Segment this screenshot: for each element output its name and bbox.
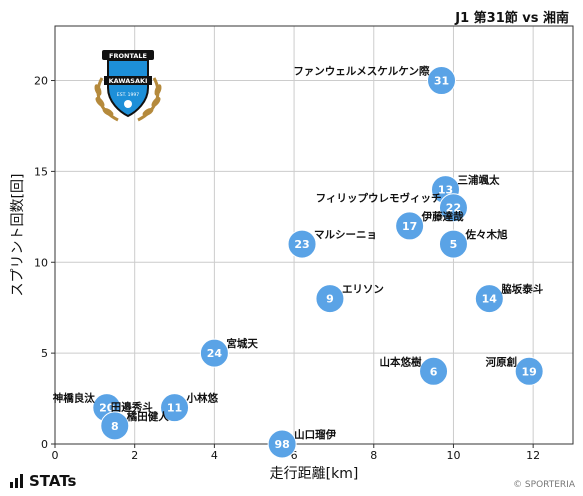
point-marker [267, 429, 297, 459]
point-number: 5 [450, 238, 458, 251]
leaf-5 [151, 97, 161, 107]
point-number: 20 [99, 402, 115, 415]
point-name-label: 三浦颯太 [457, 174, 499, 187]
x-tick-label: 10 [446, 449, 460, 462]
plot-frame [54, 25, 574, 445]
y-tick-label: 15 [34, 165, 48, 178]
x-tick-label: 2 [131, 449, 138, 462]
point-number: 6 [430, 365, 438, 378]
point-name-label: マルシーニョ [314, 229, 377, 241]
player-point: 5 佐々木旭 [438, 228, 508, 259]
player-point: 11 小林悠 [160, 392, 219, 423]
player-point: 6 山本悠樹 [380, 355, 449, 386]
page-title: J1 第31節 vs 湘南 [455, 11, 569, 26]
y-tick-label: 0 [41, 438, 48, 451]
badge-est-text: EST. 1997 [117, 92, 139, 98]
stats-brand: STATs [10, 472, 76, 490]
point-marker [438, 229, 468, 259]
leaf-6 [142, 108, 154, 116]
y-tick-label: 10 [34, 256, 48, 269]
point-name-label: 橘田健人 [126, 410, 169, 423]
point-marker [514, 356, 544, 386]
point-number: 19 [522, 365, 537, 378]
point-name-label: 宮城天 [226, 337, 258, 350]
point-name-label: 小林悠 [186, 392, 219, 405]
y-axis-label: スプリント回数[回] [10, 174, 26, 297]
point-name-label: 田邉秀斗 [111, 401, 153, 414]
point-name-label: 山本悠樹 [380, 355, 422, 368]
player-point: 98 山口瑠伊 [267, 428, 337, 459]
x-tick-label: 0 [52, 449, 59, 462]
point-marker [395, 211, 425, 241]
point-number: 98 [274, 438, 289, 451]
point-name-label: 脇坂泰斗 [501, 283, 543, 296]
point-number: 23 [294, 238, 309, 251]
point-name-label: ファンウェルメスケルケン際 [293, 65, 430, 78]
player-point: 17 伊藤達哉 [395, 210, 464, 241]
y-tick-label: 5 [41, 347, 48, 360]
x-tick-label: 6 [291, 449, 298, 462]
y-tick-label: 20 [34, 75, 48, 88]
player-point: 田邉秀斗 [111, 401, 153, 414]
point-name-label: フィリップウレモヴィッチ [316, 192, 442, 205]
point-name-label: エリソン [342, 284, 384, 296]
x-tick-label: 4 [211, 449, 218, 462]
point-number: 14 [482, 293, 498, 306]
point-number: 8 [111, 420, 119, 433]
point-number: 13 [438, 184, 453, 197]
point-marker [315, 284, 345, 314]
point-marker [100, 411, 130, 441]
leaf-3 [102, 108, 114, 116]
point-name-label: 神橋良汰 [53, 392, 95, 405]
x-tick-label: 8 [370, 449, 377, 462]
copyright: © SPORTERIA [513, 480, 575, 490]
badge-top-text: FRONTALE [109, 52, 147, 60]
point-marker [287, 229, 317, 259]
leaf-1 [94, 84, 102, 96]
badge-banner [102, 50, 154, 60]
point-number: 31 [434, 75, 449, 88]
point-number: 22 [446, 202, 461, 215]
badge-ball-icon [124, 100, 132, 108]
leaf-4 [154, 84, 162, 96]
player-point: 8 橘田健人 [100, 410, 169, 441]
point-marker [438, 193, 468, 223]
point-name-label: 伊藤達哉 [421, 210, 464, 223]
badge-middle-text: KAWASAKI [109, 77, 148, 85]
club-badge: FRONTALE KAWASAKI EST. 1997 [94, 50, 162, 122]
bar-chart-icon [10, 474, 23, 488]
data-points: 31 ファンウェルメスケルケン際 13 三浦颯太 22 フィリップウレモヴィッチ 17 伊藤達… [53, 65, 544, 459]
brand-label: STATs [29, 472, 77, 490]
point-marker [160, 393, 190, 423]
point-name-label: 佐々木旭 [464, 228, 507, 241]
point-marker [419, 356, 449, 386]
player-point: 19 河原創 [486, 355, 544, 386]
player-point: 22 フィリップウレモヴィッチ [316, 192, 468, 223]
player-point: 31 ファンウェルメスケルケン際 [293, 65, 457, 96]
leaf-2 [95, 97, 105, 107]
point-marker [199, 338, 229, 368]
shield-shape [107, 59, 149, 118]
point-number: 11 [167, 402, 182, 415]
point-number: 17 [402, 220, 417, 233]
badge-band [104, 76, 152, 85]
point-marker [474, 284, 504, 314]
x-tick-label: 12 [526, 449, 540, 462]
point-marker [427, 66, 457, 96]
point-number: 9 [326, 293, 334, 306]
player-point: 13 三浦颯太 [430, 174, 500, 205]
laurel-wreath-icon [94, 77, 162, 122]
point-name-label: 河原創 [486, 355, 518, 368]
player-point: 9 エリソン [315, 284, 384, 314]
player-point: 23 マルシーニョ [287, 229, 377, 259]
point-name-label: 山口瑠伊 [294, 428, 336, 441]
point-number: 24 [207, 347, 223, 360]
x-axis-label: 走行距離[km] [270, 465, 359, 482]
